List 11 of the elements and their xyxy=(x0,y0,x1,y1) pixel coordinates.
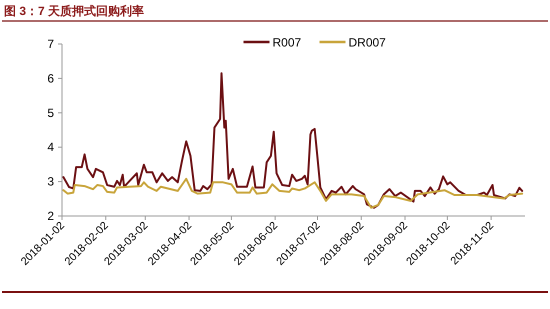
y-tick-label: 2 xyxy=(47,209,54,223)
legend-label: R007 xyxy=(272,36,302,50)
line-series xyxy=(62,178,524,209)
y-tick-label: 6 xyxy=(47,71,54,86)
chart-title: 图 3：7 天质押式回购利率 xyxy=(4,4,144,18)
y-tick-label: 3 xyxy=(47,174,54,189)
y-tick-label: 7 xyxy=(47,37,54,51)
line-series xyxy=(62,72,524,209)
y-tick-label: 4 xyxy=(47,140,54,154)
legend-label: DR007 xyxy=(348,36,386,50)
y-tick-label: 5 xyxy=(47,106,54,120)
